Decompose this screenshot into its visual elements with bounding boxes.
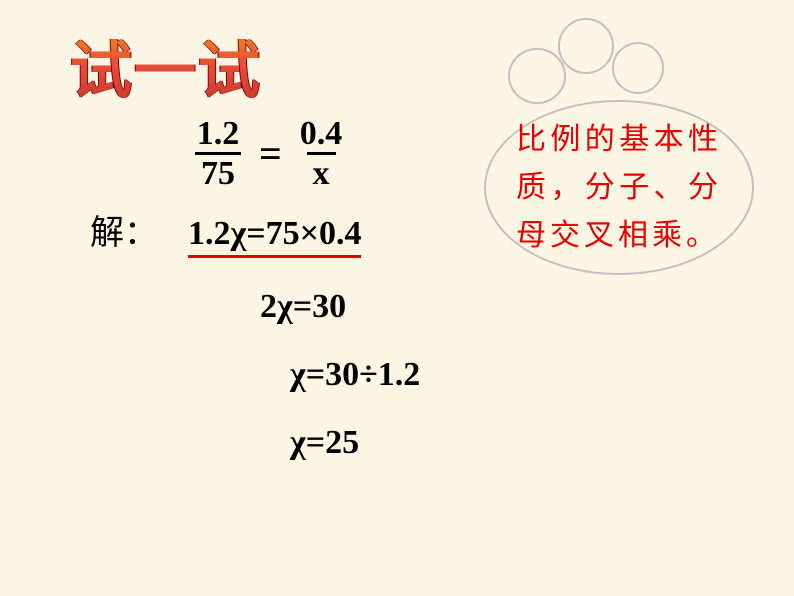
thought-dot-2: [558, 18, 614, 74]
frac-left-den: 75: [195, 152, 241, 192]
step-4: χ=25: [290, 424, 420, 462]
fraction-right: 0.4 x: [300, 115, 343, 193]
math-block: 1.2 75 = 0.4 x 解： 1.2χ=75×0.4 2χ=30 χ=30…: [90, 115, 420, 462]
title: 试一试: [70, 20, 262, 110]
solve-label: 解：: [90, 205, 158, 254]
frac-left-num: 1.2: [197, 115, 240, 152]
step-3: χ=30÷1.2: [290, 356, 420, 394]
frac-right-num: 0.4: [300, 115, 343, 152]
thought-dot-1: [612, 42, 664, 94]
thought-bubble: 比例的基本性质，分子、分母交叉相乘。: [484, 100, 754, 275]
solve-line: 解： 1.2χ=75×0.4: [90, 205, 420, 258]
equals-sign: =: [259, 130, 282, 177]
fraction-left: 1.2 75: [195, 115, 241, 193]
frac-right-den: x: [307, 152, 336, 192]
step-2: 2χ=30: [260, 288, 420, 326]
step-1: 1.2χ=75×0.4: [188, 215, 361, 258]
bubble-text: 比例的基本性质，分子、分母交叉相乘。: [516, 116, 722, 260]
thought-dot-3: [508, 48, 566, 104]
fraction-equation: 1.2 75 = 0.4 x: [195, 115, 420, 193]
